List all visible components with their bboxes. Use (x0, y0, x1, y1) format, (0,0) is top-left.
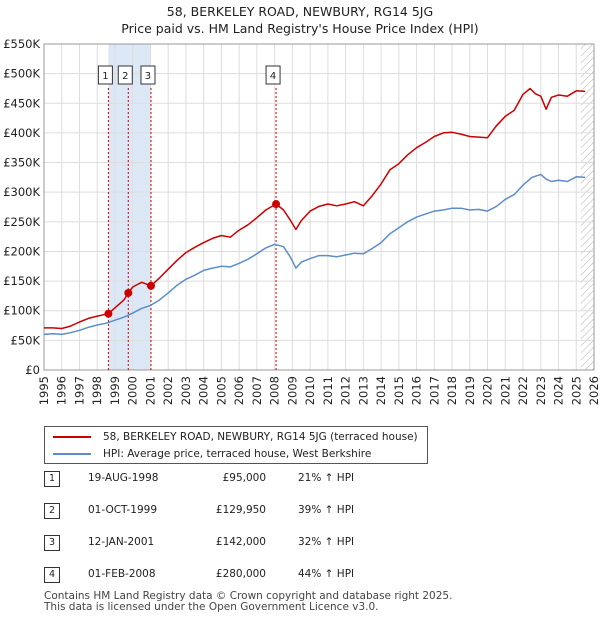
sale-hpi-diff: 21% ↑ HPI (298, 472, 355, 484)
x-tick-label: 2019 (463, 376, 477, 405)
sale-number-box (140, 65, 156, 85)
plot-frame (43, 43, 595, 371)
sale-period-band (108, 44, 151, 370)
sale-price: £280,000 (215, 568, 266, 580)
sale-hpi-diff: 44% ↑ HPI (298, 568, 355, 580)
sale-point (104, 309, 113, 318)
x-tick-label: 2009 (285, 376, 299, 405)
sale-number-badge: 2 (44, 503, 60, 519)
legend-label-hpi: HPI: Average price, terraced house, West… (103, 448, 372, 460)
sale-date: 01-FEB-2008 (88, 568, 156, 580)
x-tick-label: 2014 (374, 376, 388, 405)
sale-point (272, 200, 281, 209)
sale-number-box (117, 65, 133, 85)
sale-date: 01-OCT-1999 (88, 504, 157, 516)
sale-number-box (97, 65, 113, 85)
sale-price: £129,950 (215, 504, 266, 516)
x-tick-label: 2024 (552, 376, 566, 405)
legend-item-property: 58, BERKELEY ROAD, NEWBURY, RG14 5JG (te… (53, 430, 418, 444)
x-tick-label: 2003 (179, 376, 193, 405)
sale-number-badge: 1 (44, 471, 60, 487)
x-tick-label: 2005 (214, 376, 228, 405)
x-tick-label: 2011 (321, 376, 335, 405)
footer-copyright: Contains HM Land Registry data © Crown c… (44, 590, 453, 602)
sale-number-box (265, 65, 281, 85)
y-tick-label: £350K (3, 156, 40, 170)
sale-date: 12-JAN-2001 (88, 536, 155, 548)
sale-number-badge: 3 (44, 535, 60, 551)
x-tick-label: 2001 (143, 376, 157, 405)
x-tick-label: 2018 (445, 376, 459, 405)
y-tick-label: £50K (11, 333, 41, 347)
sale-row: 1 19-AUG-1998 £95,000 21% ↑ HPI (44, 470, 464, 490)
x-tick-label: 1995 (37, 376, 51, 405)
x-tick-label: 2016 (410, 376, 424, 405)
y-tick-label: £400K (3, 126, 40, 140)
sale-hpi-diff: 32% ↑ HPI (298, 536, 355, 548)
sale-hpi-diff: 39% ↑ HPI (298, 504, 355, 516)
sale-row: 2 01-OCT-1999 £129,950 39% ↑ HPI (44, 502, 464, 522)
sale-number-label: 4 (270, 71, 276, 82)
property-series-line (44, 87, 586, 330)
x-tick-label: 2007 (250, 376, 264, 405)
x-tick-label: 2026 (587, 376, 600, 405)
y-tick-label: £0 (25, 363, 40, 377)
x-tick-label: 2000 (126, 376, 140, 405)
x-tick-label: 1999 (108, 376, 122, 405)
y-tick-label: £500K (3, 67, 40, 81)
sale-price: £142,000 (215, 536, 266, 548)
x-tick-label: 1998 (90, 376, 104, 405)
x-tick-label: 2025 (569, 376, 583, 405)
sale-point (146, 281, 155, 290)
x-tick-label: 2010 (303, 376, 317, 405)
x-tick-label: 1996 (55, 376, 69, 405)
legend-label-property: 58, BERKELEY ROAD, NEWBURY, RG14 5JG (te… (103, 431, 418, 443)
x-tick-label: 2006 (232, 376, 246, 405)
y-tick-label: £450K (3, 96, 40, 110)
y-tick-label: £100K (3, 304, 40, 318)
y-tick-label: £550K (3, 37, 40, 51)
x-tick-label: 2013 (356, 376, 370, 405)
price-chart: £0 £50K £100K £150K £200K £250K £300K £350K £400… (3, 37, 600, 405)
sale-price: £95,000 (222, 472, 266, 484)
sale-number-label: 3 (145, 71, 151, 82)
sale-number-badge: 4 (44, 567, 60, 583)
sale-row: 3 12-JAN-2001 £142,000 32% ↑ HPI (44, 534, 464, 554)
sale-point (124, 288, 133, 297)
x-tick-label: 2008 (268, 376, 282, 405)
chart-subtitle: Price paid vs. HM Land Registry's House … (121, 21, 479, 36)
footer-licence: This data is licensed under the Open Gov… (44, 601, 379, 613)
hpi-series-line (43, 173, 586, 336)
footer: Contains HM Land Registry data © Crown c… (44, 591, 452, 613)
sale-date: 19-AUG-1998 (88, 472, 159, 484)
x-tick-label: 2022 (516, 376, 530, 405)
sale-number-label: 2 (122, 71, 128, 82)
x-tick-label: 2020 (481, 376, 495, 405)
x-tick-label: 2004 (197, 376, 211, 405)
legend-item-hpi: HPI: Average price, terraced house, West… (53, 447, 371, 461)
y-tick-label: £300K (3, 185, 40, 199)
x-tick-label: 2017 (427, 376, 441, 405)
chart-title: 58, BERKELEY ROAD, NEWBURY, RG14 5JG (166, 4, 434, 19)
sale-row: 4 01-FEB-2008 £280,000 44% ↑ HPI (44, 566, 464, 586)
y-tick-label: £250K (3, 215, 40, 229)
chart-legend: 58, BERKELEY ROAD, NEWBURY, RG14 5JG (te… (44, 426, 428, 464)
legend-swatch-property (53, 436, 91, 438)
x-tick-label: 2002 (161, 376, 175, 405)
sale-number-label: 1 (102, 71, 108, 82)
y-tick-label: £150K (3, 274, 40, 288)
y-tick-label: £200K (3, 244, 40, 258)
x-tick-label: 2021 (498, 376, 512, 405)
forecast-hatch-region (580, 44, 594, 370)
x-tick-label: 2023 (534, 376, 548, 405)
x-tick-label: 1997 (72, 376, 86, 405)
x-tick-label: 2015 (392, 376, 406, 405)
legend-swatch-hpi (53, 453, 91, 455)
x-tick-label: 2012 (339, 376, 353, 405)
